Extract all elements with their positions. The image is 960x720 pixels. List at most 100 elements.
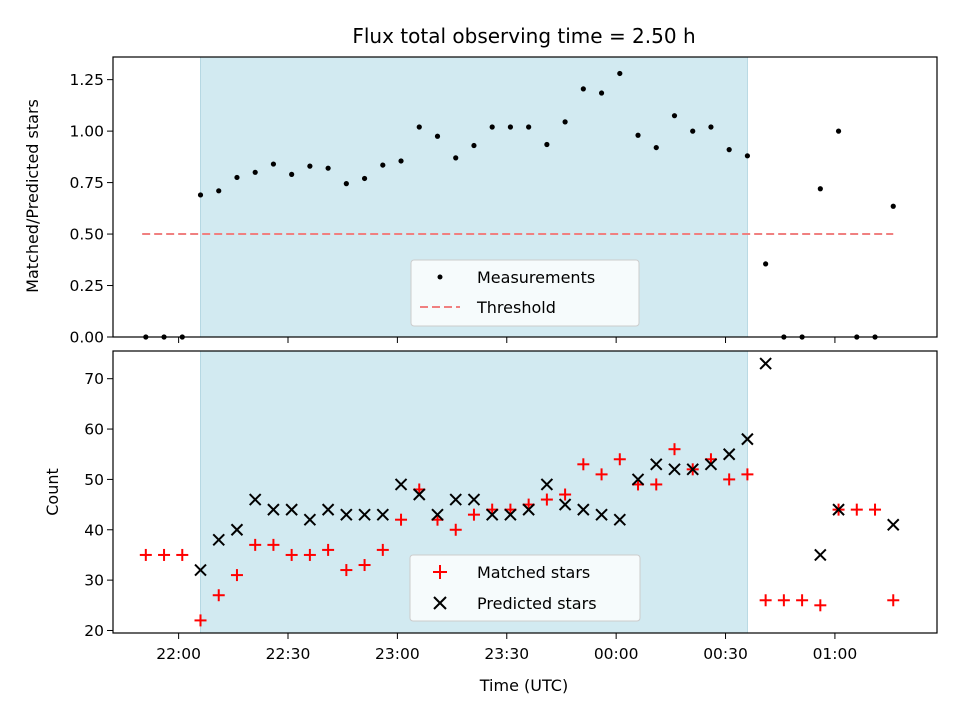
bottom-y-ticks: 20 30 40 50 60 70 (84, 370, 113, 640)
predicted-star-point (759, 357, 772, 370)
legend-measurements-label: Measurements (477, 268, 595, 287)
matched-star-point (303, 548, 316, 561)
x-tick-label: 01:00 (813, 645, 858, 663)
predicted-star-point (212, 533, 225, 547)
top-legend: Measurements Threshold (410, 259, 640, 327)
matched-star-point (467, 508, 480, 521)
top-y-ticks: 0.00 0.25 0.50 0.75 1.00 1.25 (69, 71, 113, 347)
x-tick-label: 23:00 (375, 645, 420, 663)
matched-star-point (158, 548, 171, 561)
y-tick-label: 30 (84, 572, 104, 590)
predicted-star-point (413, 488, 426, 501)
predicted-star-point (650, 458, 663, 471)
measurement-point (489, 124, 495, 130)
matched-star-point (395, 513, 408, 526)
matched-star-point (230, 569, 243, 582)
bottom-axes-frame (112, 350, 938, 634)
matched-star-point (340, 564, 353, 577)
matched-star-point (358, 559, 371, 572)
predicted-star-point (704, 458, 718, 471)
measurements-series (143, 70, 896, 340)
bottom-x-ticks: 22:00 22:30 23:00 23:30 00:00 00:30 01:00 (156, 633, 857, 663)
predicted-star-point (248, 493, 262, 506)
measurement-point (708, 124, 714, 130)
matched-star-point (613, 453, 626, 466)
matched-star-point (449, 523, 462, 536)
predicted-star-point (814, 548, 827, 562)
measurement-point (817, 186, 823, 192)
matched-star-point (777, 594, 790, 607)
legend-predicted-marker (433, 596, 447, 610)
matched-star-point (376, 543, 389, 556)
measurement-point (343, 181, 349, 187)
legend-threshold-label: Threshold (476, 298, 556, 317)
chart-title: Flux total observing time = 2.50 h (352, 24, 695, 48)
predicted-star-point (230, 523, 244, 536)
top-axes-frame (112, 56, 938, 338)
predicted-star-point (449, 493, 462, 506)
matched-star-point (814, 599, 827, 612)
measurement-point (416, 124, 422, 130)
x-tick-label: 00:00 (594, 645, 639, 663)
measurement-point (744, 153, 751, 159)
measurement-point (526, 124, 532, 130)
predicted-star-point (631, 473, 645, 486)
predicted-star-point (194, 563, 207, 577)
predicted-star-point (558, 498, 572, 511)
measurement-point (307, 163, 313, 169)
matched-star-point (577, 458, 590, 471)
x-tick-label: 00:30 (703, 645, 748, 663)
matched-star-point (139, 548, 152, 561)
matched-star-point (540, 493, 553, 506)
measurement-point (617, 70, 623, 77)
y-tick-label: 0.25 (69, 277, 104, 295)
legend-predicted-label: Predicted stars (477, 594, 597, 613)
matched-star-point (869, 503, 882, 516)
predicted-star-point (741, 432, 754, 446)
legend-matched-label: Matched stars (477, 563, 590, 582)
measurement-point (726, 147, 732, 153)
matched-star-point (668, 443, 681, 456)
y-tick-label: 0.75 (69, 174, 104, 192)
matched-star-point (176, 548, 189, 561)
legend-matched-marker (433, 565, 447, 579)
legend-measurements-marker (437, 274, 443, 280)
predicted-star-point (577, 503, 590, 516)
y-tick-label: 0.00 (69, 329, 104, 347)
matched-star-point (267, 538, 280, 551)
matched-star-point (850, 503, 863, 516)
matched-star-point (559, 488, 572, 501)
predicted-star-point (504, 508, 517, 521)
y-tick-label: 40 (84, 521, 104, 539)
matched-star-point (595, 468, 608, 481)
measurement-point (289, 171, 295, 177)
x-tick-label: 22:30 (266, 645, 311, 663)
measurement-point (653, 144, 659, 151)
predicted-stars-series (194, 357, 900, 577)
predicted-star-point (394, 478, 408, 491)
measurement-point (507, 124, 514, 130)
x-tick-label: 22:00 (156, 645, 201, 663)
predicted-star-point (285, 503, 298, 516)
measurement-point (361, 175, 368, 182)
measurement-point (216, 188, 222, 194)
predicted-star-point (686, 463, 699, 476)
measurement-point (544, 141, 550, 148)
measurement-point (270, 161, 277, 167)
measurement-point (890, 203, 896, 209)
measurement-point (562, 119, 568, 125)
x-axis-label: Time (UTC) (479, 676, 568, 695)
measurement-point (671, 113, 678, 119)
measurement-point (197, 192, 204, 198)
predicted-star-point (303, 513, 317, 526)
matched-star-point (322, 543, 335, 556)
measurement-point (434, 133, 441, 139)
measurement-point (325, 165, 331, 171)
predicted-star-point (267, 503, 280, 516)
y-tick-label: 20 (84, 622, 104, 640)
matched-star-point (796, 594, 809, 607)
predicted-star-point (540, 478, 554, 491)
measurement-point (453, 155, 459, 161)
matched-star-point (759, 594, 772, 607)
predicted-star-point (613, 513, 627, 526)
